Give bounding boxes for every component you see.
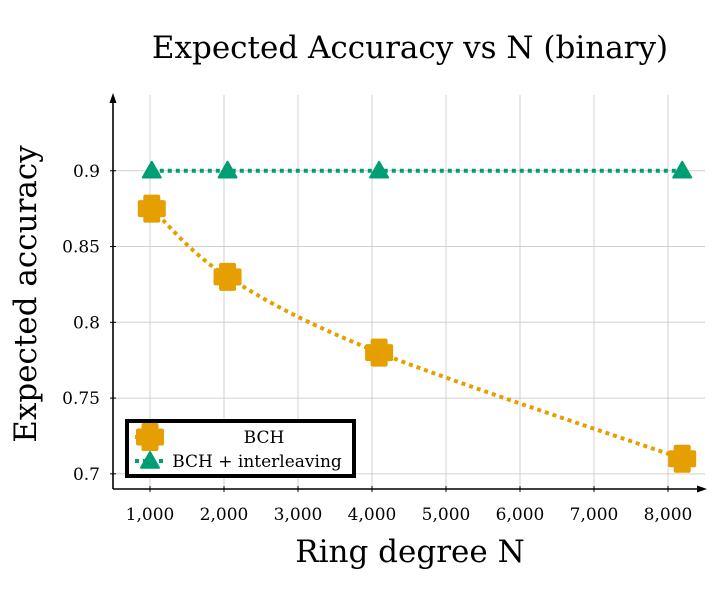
data-point-marker xyxy=(213,262,242,291)
legend-entry: BCH + interleaving xyxy=(135,451,342,472)
legend-entry: BCH xyxy=(135,423,285,451)
data-point-marker xyxy=(365,338,394,367)
legend-marker xyxy=(140,451,160,469)
x-tick-label: 6,000 xyxy=(496,505,545,525)
x-tick-label: 2,000 xyxy=(200,505,249,525)
axes xyxy=(109,93,707,493)
legend: BCH BCH + interleaving xyxy=(125,419,356,478)
tick-labels: 1,000 2,000 3,000 4,000 5,000 6,000 7,000 8,000… xyxy=(62,162,692,525)
legend-label: BCH xyxy=(244,428,285,448)
y-tick-label: 0.7 xyxy=(73,465,100,485)
legend-label: BCH + interleaving xyxy=(172,452,342,472)
series-line xyxy=(150,207,683,461)
x-tick-label: 4,000 xyxy=(348,505,397,525)
y-axis-arrow xyxy=(109,93,117,103)
series-1 xyxy=(141,160,693,179)
y-axis-label: Expected accuracy xyxy=(8,145,44,443)
data-point-marker xyxy=(217,160,238,179)
x-tick-label: 5,000 xyxy=(422,505,471,525)
x-axis-label: Ring degree N xyxy=(295,534,524,570)
data-point-marker xyxy=(369,160,390,179)
series-layer xyxy=(137,160,697,473)
x-tick-label: 7,000 xyxy=(570,505,619,525)
data-point-marker xyxy=(672,160,693,179)
data-point-marker xyxy=(141,160,162,179)
y-tick-label: 0.85 xyxy=(62,238,100,258)
y-tick-label: 0.75 xyxy=(62,389,100,409)
legend-marker xyxy=(136,423,164,451)
x-tick-label: 1,000 xyxy=(126,505,175,525)
y-tick-label: 0.8 xyxy=(73,313,100,333)
x-axis-arrow xyxy=(697,485,707,493)
data-point-marker xyxy=(137,194,166,223)
y-tick-label: 0.9 xyxy=(73,162,100,182)
x-tick-label: 8,000 xyxy=(644,505,693,525)
x-tick-label: 3,000 xyxy=(274,505,323,525)
chart-title: Expected Accuracy vs N (binary) xyxy=(152,30,668,66)
series-0 xyxy=(137,194,697,473)
legend-box xyxy=(125,419,356,478)
data-point-marker xyxy=(668,444,697,473)
